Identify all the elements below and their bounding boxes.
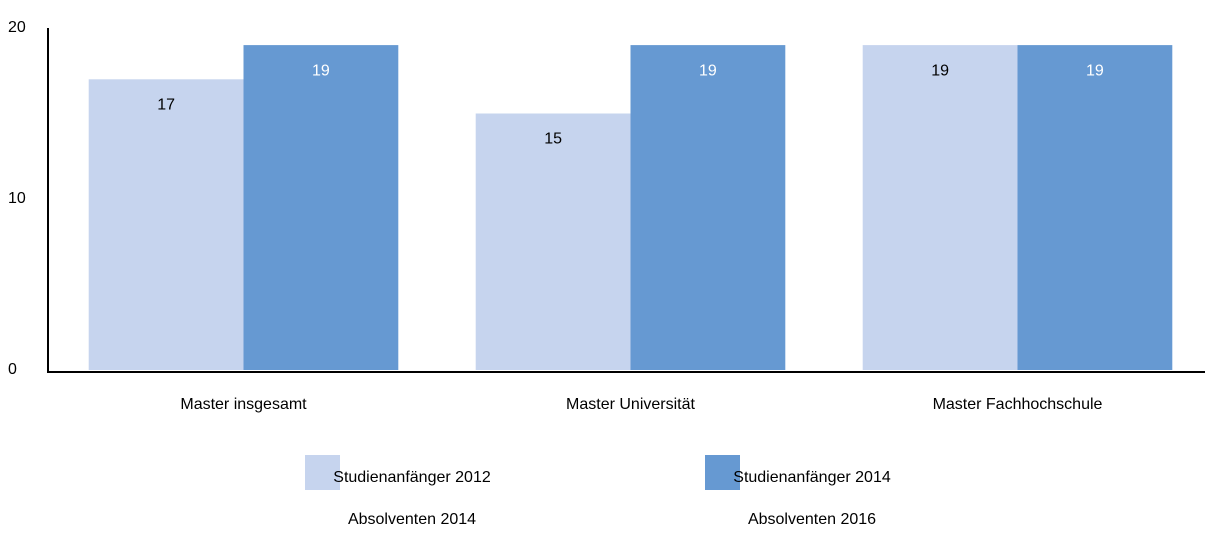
data-label: 19	[1086, 62, 1104, 79]
bar	[630, 45, 786, 370]
chart: 0 10 20 Master insgesamt 17 19 Master Universi…	[8, 19, 1205, 413]
y-tick-label: 0	[8, 361, 17, 378]
bar	[862, 45, 1018, 370]
x-tick-label: Master Fachhochschule	[933, 396, 1103, 413]
bar	[88, 79, 244, 371]
legend-label: Studienanfänger 2014 Absolventen 2016	[733, 469, 891, 528]
data-label: 19	[312, 62, 330, 79]
data-label: 19	[699, 62, 717, 79]
bar	[1017, 45, 1173, 370]
legend-swatch	[305, 455, 340, 490]
x-tick-label: Master Universität	[566, 396, 695, 413]
y-tick-label: 20	[8, 19, 26, 36]
y-tick-label: 10	[8, 190, 26, 207]
data-label: 15	[544, 131, 562, 148]
bar	[243, 45, 399, 370]
legend-label: Studienanfänger 2012 Absolventen 2014	[333, 469, 491, 528]
x-tick-label: Master insgesamt	[180, 396, 307, 413]
legend-swatch	[705, 455, 740, 490]
data-label: 17	[157, 97, 175, 114]
data-label: 19	[931, 62, 949, 79]
page: 0 10 20 Master insgesamt 17 19 Master Universi…	[8, 19, 1205, 528]
bar	[475, 113, 631, 370]
